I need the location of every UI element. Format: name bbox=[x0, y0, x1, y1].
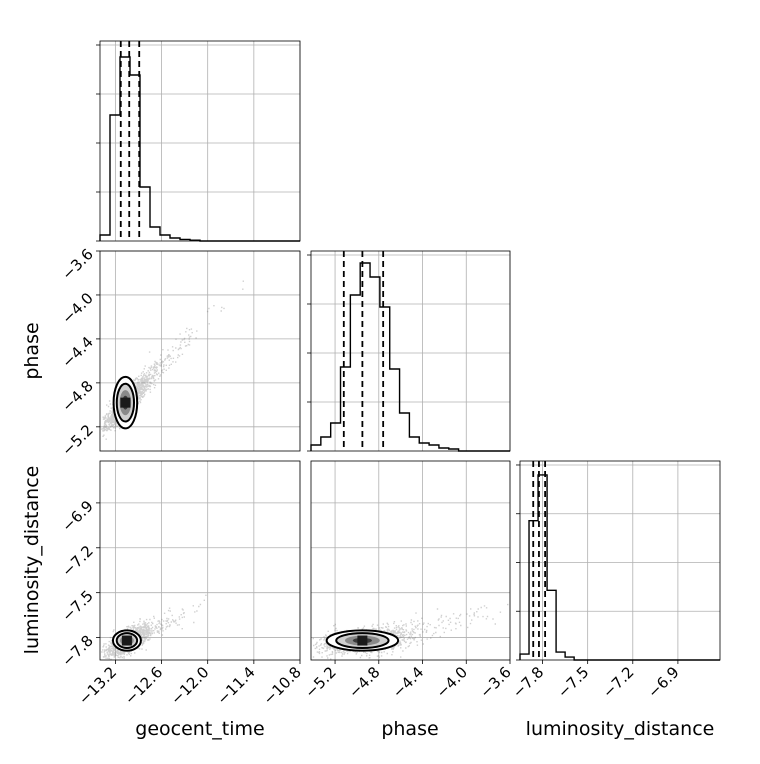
scatter-geocent-time-vs-luminosity-distance-frame bbox=[99, 460, 301, 661]
ytick-label-luminosity-distance-3: −6.9 bbox=[58, 497, 96, 535]
hist-phase-frame bbox=[310, 250, 511, 452]
xtick-label-phase-2: −4.4 bbox=[389, 663, 427, 701]
xtick-label-geocent-time-1: −12.6 bbox=[121, 663, 166, 708]
xtick-label-geocent-time-3: −11.4 bbox=[213, 663, 258, 708]
scatter-phase-vs-luminosity-distance-core bbox=[357, 635, 368, 646]
xtick-label-luminosity-distance-2: −7.2 bbox=[599, 663, 637, 701]
hist-geocent-time-frame bbox=[99, 40, 301, 242]
ytick-label-phase-1: −4.8 bbox=[58, 377, 96, 415]
xlabel-phase: phase bbox=[381, 718, 438, 740]
scatter-geocent-time-vs-phase-frame bbox=[99, 250, 301, 452]
hist-luminosity-distance-step bbox=[519, 474, 720, 661]
scatter-phase-vs-luminosity-distance-points bbox=[312, 603, 509, 660]
xtick-label-geocent-time-4: −10.8 bbox=[260, 663, 305, 708]
scatter-phase-vs-luminosity-distance-frame bbox=[310, 460, 511, 661]
ytick-label-phase-4: −3.6 bbox=[58, 245, 96, 283]
ylabel-phase: phase bbox=[21, 322, 43, 379]
xtick-label-phase-0: −5.2 bbox=[301, 663, 339, 701]
ytick-label-luminosity-distance-2: −7.2 bbox=[58, 542, 96, 580]
ylabel-luminosity-distance: luminosity_distance bbox=[21, 466, 43, 655]
xtick-label-geocent-time-2: −12.0 bbox=[167, 663, 212, 708]
ytick-label-phase-2: −4.4 bbox=[58, 333, 96, 371]
hist-phase-step bbox=[310, 262, 510, 452]
scatter-geocent-time-vs-luminosity-distance-core bbox=[121, 635, 132, 646]
ytick-label-phase-3: −4.0 bbox=[58, 289, 96, 327]
xtick-label-geocent-time-0: −13.2 bbox=[75, 663, 120, 708]
xtick-label-phase-3: −4.0 bbox=[433, 663, 471, 701]
xlabel-geocent-time: geocent_time bbox=[135, 718, 264, 740]
xtick-label-luminosity-distance-3: −6.9 bbox=[644, 663, 682, 701]
xtick-label-luminosity-distance-1: −7.5 bbox=[554, 663, 592, 701]
ytick-label-luminosity-distance-0: −7.8 bbox=[58, 632, 96, 670]
xlabel-luminosity-distance: luminosity_distance bbox=[526, 718, 715, 740]
ytick-label-luminosity-distance-1: −7.5 bbox=[58, 587, 96, 625]
scatter-geocent-time-vs-phase-core bbox=[120, 397, 131, 408]
scatter-geocent-time-vs-luminosity-distance-points bbox=[101, 594, 207, 661]
hist-luminosity-distance-frame bbox=[519, 460, 721, 661]
xtick-label-phase-4: −3.6 bbox=[476, 663, 514, 701]
hist-geocent-time-step bbox=[99, 56, 300, 242]
xtick-label-phase-1: −4.8 bbox=[345, 663, 383, 701]
ytick-label-phase-0: −5.2 bbox=[58, 421, 96, 459]
xtick-label-luminosity-distance-0: −7.8 bbox=[509, 663, 547, 701]
